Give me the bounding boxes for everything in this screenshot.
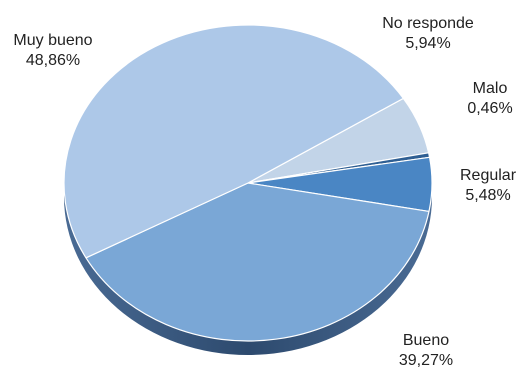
slice-percent: 48,86% [25, 52, 81, 69]
slice-label-bueno: Bueno 39,27% [388, 331, 464, 371]
slice-percent: 39,27% [398, 352, 454, 369]
slice-name: Muy bueno [13, 32, 93, 49]
slice-name: No responde [382, 15, 474, 32]
slice-percent: 5,48% [465, 187, 511, 204]
slice-percent: 0,46% [467, 100, 513, 117]
slice-name: Regular [459, 167, 517, 184]
slice-name: Malo [472, 80, 508, 97]
pie-slice-bueno [85, 182, 430, 342]
slice-label-malo: Malo 0,46% [462, 79, 518, 119]
pie-slice-muy-bueno [63, 24, 404, 259]
slice-label-no-responde: No responde 5,94% [372, 14, 484, 54]
slice-percent: 5,94% [405, 35, 451, 52]
slice-label-muy-bueno: Muy bueno 48,86% [6, 31, 100, 71]
pie-slices [63, 24, 433, 342]
slice-label-regular: Regular 5,48% [455, 166, 521, 206]
slice-name: Bueno [402, 332, 450, 349]
